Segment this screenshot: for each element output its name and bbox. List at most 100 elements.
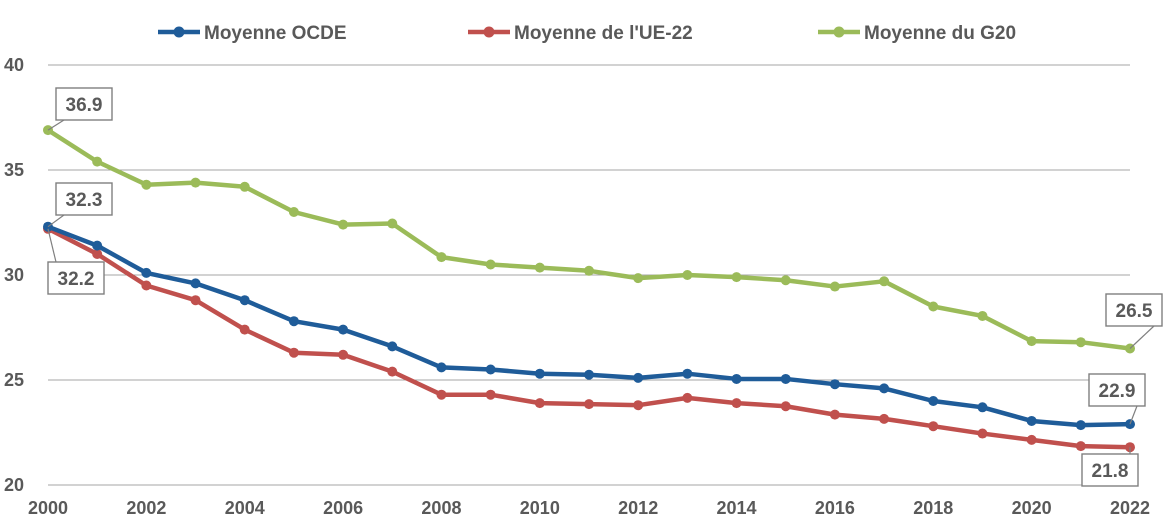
data-point [436, 389, 447, 400]
data-point [92, 249, 103, 259]
y-tick-label: 35 [4, 160, 24, 180]
legend-label: Moyenne de l'UE-22 [514, 23, 693, 44]
data-point [141, 179, 152, 190]
x-tick-label: 2002 [126, 498, 166, 518]
data-point [92, 240, 103, 251]
data-point [977, 428, 988, 439]
x-tick-label: 2020 [1012, 498, 1052, 518]
series-2 [43, 125, 1135, 354]
data-point [534, 398, 545, 409]
legend-item: Moyenne de l'UE-22 [468, 23, 693, 44]
data-point [190, 278, 201, 289]
data-point [829, 409, 840, 420]
y-tick-label: 20 [4, 475, 24, 495]
data-callouts: 36.9 32.3 32.2 26.5 22.9 21.8 [47, 87, 1163, 487]
callout-label: 32.2 [58, 269, 95, 290]
series-lines [43, 125, 1135, 453]
callout-label: 36.9 [66, 95, 103, 116]
callout-label: 32.3 [66, 190, 103, 211]
legend-item: Moyenne du G20 [818, 23, 1016, 44]
callout-box [55, 87, 113, 121]
callout: 26.5 [1105, 293, 1163, 349]
x-tick-label: 2000 [28, 498, 68, 518]
callout-leader [1129, 325, 1155, 349]
callout: 22.9 [1088, 373, 1146, 425]
x-tick-label: 2016 [815, 498, 855, 518]
x-tick-label: 2006 [323, 498, 363, 518]
data-point [584, 265, 594, 276]
data-point [1075, 441, 1086, 452]
x-axis: 2000 2002 2004 2006 2008 2010 2012 2014 2016 2018… [28, 498, 1150, 518]
y-tick-label: 25 [4, 370, 24, 390]
data-point [485, 389, 496, 400]
series-0 [43, 221, 1135, 431]
data-point [534, 368, 545, 379]
x-tick-label: 2012 [618, 498, 658, 518]
data-point [928, 396, 939, 406]
callout-box [1081, 453, 1139, 487]
data-point [436, 362, 447, 373]
data-point [141, 267, 152, 278]
y-axis: 20 25 30 35 40 [4, 55, 24, 495]
data-point [780, 275, 791, 286]
legend: Moyenne OCDE Moyenne de l'UE-22 Moyenne du… [158, 23, 1016, 44]
series-line [46, 128, 1131, 351]
data-point [633, 273, 644, 284]
callout: 21.8 [1081, 447, 1139, 487]
data-point [977, 310, 988, 321]
data-point [879, 383, 890, 394]
callout-label: 26.5 [1116, 301, 1153, 322]
legend-item: Moyenne OCDE [158, 23, 347, 44]
data-point [239, 324, 250, 335]
x-tick-label: 2010 [520, 498, 560, 518]
data-point [682, 392, 693, 403]
callout-box [47, 261, 105, 295]
data-point [338, 324, 349, 335]
data-point [436, 252, 447, 263]
callout: 36.9 [47, 87, 113, 131]
data-point [879, 413, 890, 424]
data-point [731, 272, 742, 283]
data-point [288, 316, 299, 327]
series-line [47, 224, 1131, 428]
data-point [682, 368, 693, 379]
callout-leader [47, 228, 57, 263]
legend-swatch-marker [833, 26, 845, 38]
data-point [1075, 420, 1086, 431]
data-point [239, 295, 250, 306]
data-point [288, 347, 299, 358]
data-point [387, 341, 398, 352]
data-point [239, 181, 250, 192]
x-tick-label: 2018 [913, 498, 953, 518]
data-point [829, 281, 840, 292]
callout-leader [1129, 405, 1138, 425]
data-point [928, 421, 939, 432]
y-tick-label: 40 [4, 55, 24, 75]
data-point [731, 398, 742, 409]
data-point [190, 177, 201, 188]
callout-leader [47, 214, 65, 228]
legend-label: Moyenne du G20 [864, 23, 1016, 44]
y-tick-label: 30 [4, 265, 24, 285]
data-point [879, 276, 890, 287]
data-point [141, 280, 152, 291]
data-point [780, 373, 791, 384]
data-point [190, 295, 201, 306]
data-point [485, 364, 496, 375]
callout-box [55, 182, 113, 216]
data-point [1026, 434, 1037, 445]
legend-label: Moyenne OCDE [204, 23, 347, 44]
data-point [534, 262, 545, 273]
data-point [829, 379, 840, 390]
callout-box [1105, 293, 1163, 327]
x-tick-label: 2014 [717, 498, 757, 518]
data-point [1075, 337, 1086, 348]
callout: 32.2 [47, 228, 105, 295]
data-point [731, 373, 742, 384]
legend-swatch-marker [173, 26, 185, 38]
data-point [682, 270, 693, 280]
data-point [92, 156, 103, 167]
data-point [288, 207, 299, 217]
x-tick-label: 2008 [421, 498, 461, 518]
